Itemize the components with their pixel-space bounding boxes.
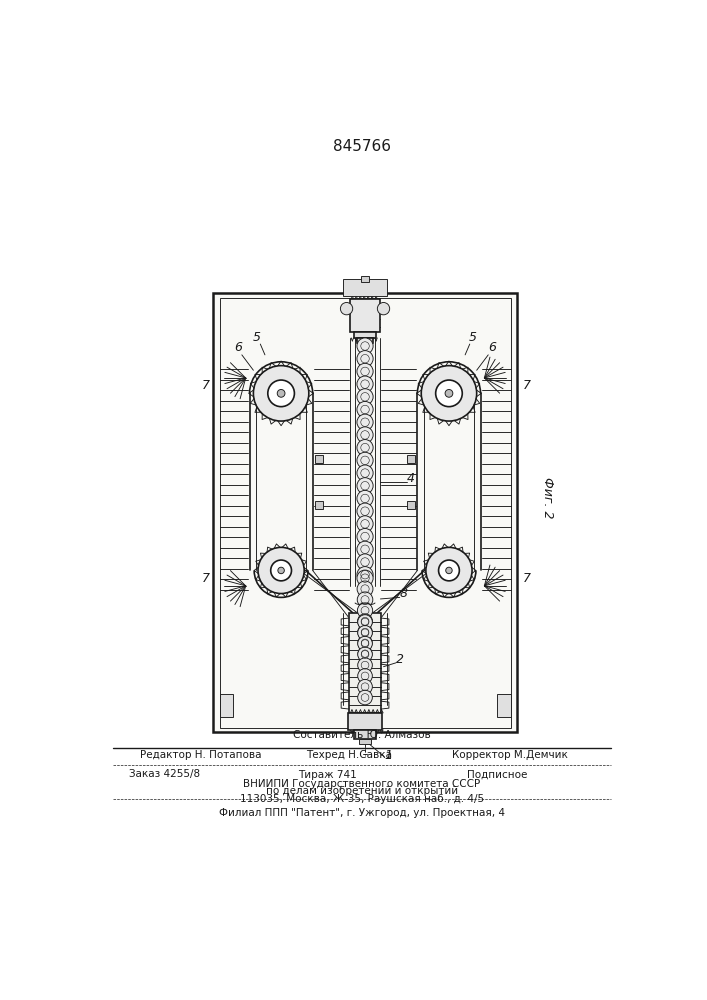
Circle shape — [358, 647, 372, 661]
Circle shape — [357, 528, 373, 545]
Circle shape — [357, 503, 373, 519]
Bar — [344, 279, 387, 296]
Text: 1: 1 — [384, 749, 392, 762]
Bar — [315, 455, 322, 463]
Circle shape — [253, 366, 309, 421]
Text: Заказ 4255/8: Заказ 4255/8 — [129, 770, 200, 780]
Circle shape — [445, 567, 452, 574]
Circle shape — [357, 389, 373, 405]
Circle shape — [357, 363, 373, 379]
Circle shape — [426, 547, 472, 594]
Circle shape — [258, 547, 304, 594]
Circle shape — [357, 452, 373, 468]
Circle shape — [358, 615, 373, 629]
Bar — [361, 276, 369, 282]
Text: 7: 7 — [522, 572, 531, 585]
Bar — [349, 613, 381, 713]
Text: Техред Н.Савка: Техред Н.Савка — [305, 750, 392, 760]
Circle shape — [357, 338, 373, 354]
Text: Подписное: Подписное — [467, 770, 528, 780]
Text: 5: 5 — [253, 331, 261, 344]
Circle shape — [358, 603, 373, 618]
Circle shape — [357, 440, 373, 456]
Text: 845766: 845766 — [333, 139, 391, 154]
Circle shape — [268, 380, 294, 407]
Circle shape — [357, 401, 373, 418]
Circle shape — [358, 614, 373, 629]
Text: Редактор Н. Потапова: Редактор Н. Потапова — [140, 750, 262, 760]
Circle shape — [445, 389, 453, 397]
Bar — [407, 455, 415, 463]
Circle shape — [357, 465, 373, 481]
Circle shape — [357, 592, 373, 607]
Bar — [315, 501, 322, 509]
Circle shape — [357, 581, 373, 597]
Circle shape — [357, 427, 373, 443]
Bar — [498, 694, 511, 717]
Circle shape — [358, 636, 373, 651]
Text: 7: 7 — [201, 572, 210, 585]
Circle shape — [358, 669, 373, 683]
Circle shape — [421, 366, 477, 421]
Bar — [354, 332, 376, 338]
Circle shape — [378, 302, 390, 315]
Circle shape — [340, 302, 353, 315]
Circle shape — [357, 554, 373, 570]
Text: Филиал ППП "Патент", г. Ужгород, ул. Проектная, 4: Филиал ППП "Патент", г. Ужгород, ул. Про… — [219, 808, 505, 818]
Circle shape — [358, 658, 373, 672]
Circle shape — [438, 560, 460, 581]
Circle shape — [357, 478, 373, 494]
Circle shape — [358, 626, 373, 640]
Circle shape — [357, 516, 373, 532]
Circle shape — [357, 570, 373, 586]
Text: 7: 7 — [522, 379, 531, 392]
Bar — [407, 501, 415, 509]
Bar — [219, 298, 511, 728]
Text: ВНИИПИ Государственного комитета СССР: ВНИИПИ Государственного комитета СССР — [243, 779, 481, 789]
Bar — [354, 730, 376, 739]
Text: 2: 2 — [396, 653, 404, 666]
Circle shape — [358, 690, 373, 705]
Circle shape — [277, 389, 285, 397]
Text: Составитель Ю. Алмазов: Составитель Ю. Алмазов — [293, 730, 431, 740]
Circle shape — [358, 647, 373, 662]
Circle shape — [357, 541, 373, 557]
Text: 5: 5 — [469, 331, 477, 344]
Circle shape — [357, 376, 373, 392]
Circle shape — [436, 380, 462, 407]
Text: 6: 6 — [234, 341, 242, 354]
Circle shape — [358, 636, 372, 650]
Text: 6: 6 — [488, 341, 496, 354]
Circle shape — [358, 679, 373, 694]
Bar — [214, 293, 518, 732]
Bar — [357, 338, 373, 343]
Circle shape — [357, 414, 373, 430]
Circle shape — [357, 351, 373, 367]
Text: 113035, Москва, Ж-35, Раушская наб., д. 4/5: 113035, Москва, Ж-35, Раушская наб., д. … — [240, 794, 484, 804]
Bar — [350, 299, 380, 332]
Circle shape — [357, 490, 373, 507]
Bar — [348, 713, 382, 730]
Text: 7: 7 — [201, 379, 210, 392]
Text: 4: 4 — [407, 472, 415, 485]
Text: по делам изобретений и открытий: по делам изобретений и открытий — [266, 786, 458, 796]
Circle shape — [358, 625, 373, 639]
Bar — [359, 739, 371, 744]
Text: Тираж 741: Тираж 741 — [298, 770, 357, 780]
Circle shape — [271, 560, 291, 581]
Circle shape — [357, 567, 373, 583]
Bar — [219, 694, 233, 717]
Text: Корректор М.Демчик: Корректор М.Демчик — [452, 750, 568, 760]
Text: Фиг. 2: Фиг. 2 — [541, 477, 554, 518]
Circle shape — [278, 567, 284, 574]
Text: 8: 8 — [399, 587, 407, 600]
